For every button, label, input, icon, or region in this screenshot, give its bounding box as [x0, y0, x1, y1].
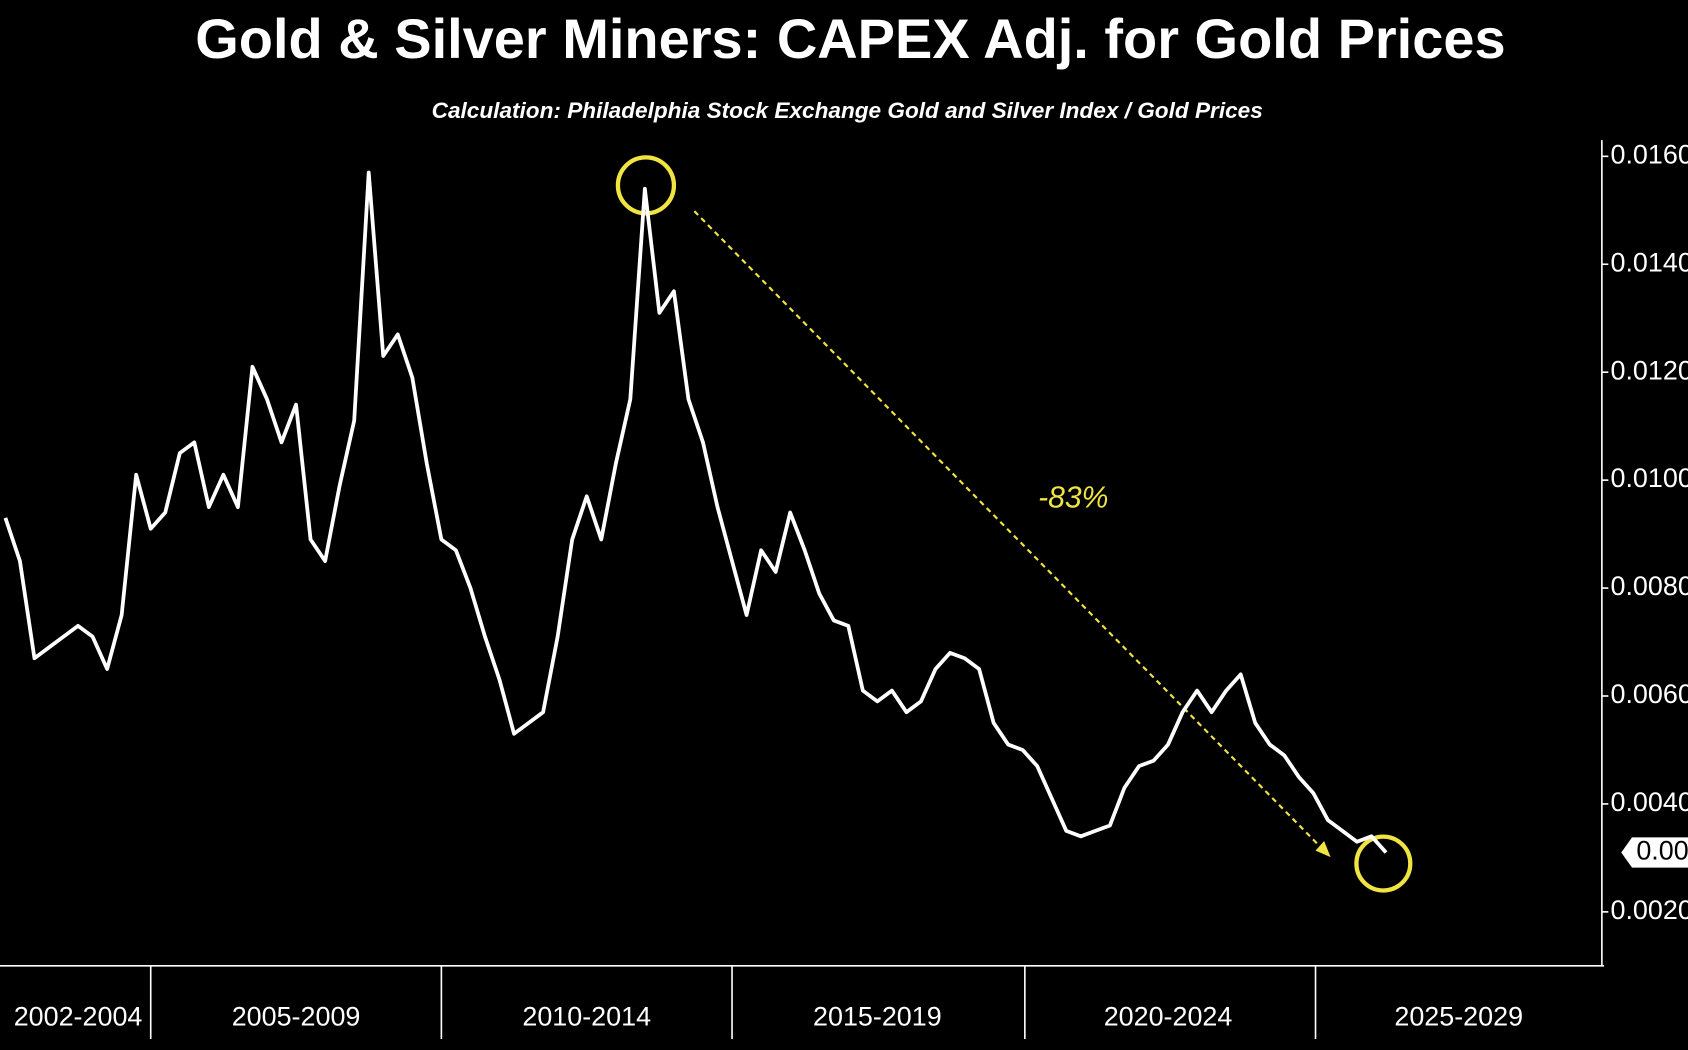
- chart-title: Gold & Silver Miners: CAPEX Adj. for Gol…: [195, 7, 1505, 70]
- y-tick-label: 0.0120: [1610, 355, 1688, 385]
- axes: [0, 140, 1605, 1040]
- x-tick-label: 2015-2019: [813, 1002, 942, 1032]
- y-tick-label: 0.0080: [1610, 571, 1688, 601]
- x-tick-label: 2020-2024: [1104, 1002, 1233, 1032]
- y-tick-label: 0.0040: [1610, 787, 1688, 817]
- y-tick-label: 0.0160: [1610, 139, 1688, 169]
- current-value-label: 0.0031: [1636, 836, 1688, 866]
- highlight-circle: [1354, 834, 1413, 893]
- annotation: -83%: [1038, 482, 1108, 515]
- y-tick-label: 0.0060: [1610, 679, 1688, 709]
- trend-arrow: [693, 210, 1325, 852]
- y-tick-label: 0.0140: [1610, 247, 1688, 277]
- arrow-head: [1315, 840, 1331, 858]
- chart-subtitle: Calculation: Philadelphia Stock Exchange…: [432, 98, 1263, 123]
- x-tick-label: 2025-2029: [1394, 1002, 1523, 1032]
- current-value-box: [1621, 837, 1688, 868]
- x-tick-label: 2010-2014: [522, 1002, 651, 1032]
- y-tick-label: 0.0020: [1610, 895, 1688, 925]
- y-tick-label: 0.0100: [1610, 463, 1688, 493]
- x-tick-label: 2002-2004: [14, 1002, 143, 1032]
- data-line: [3, 170, 1388, 854]
- x-tick-label: 2005-2009: [232, 1002, 361, 1032]
